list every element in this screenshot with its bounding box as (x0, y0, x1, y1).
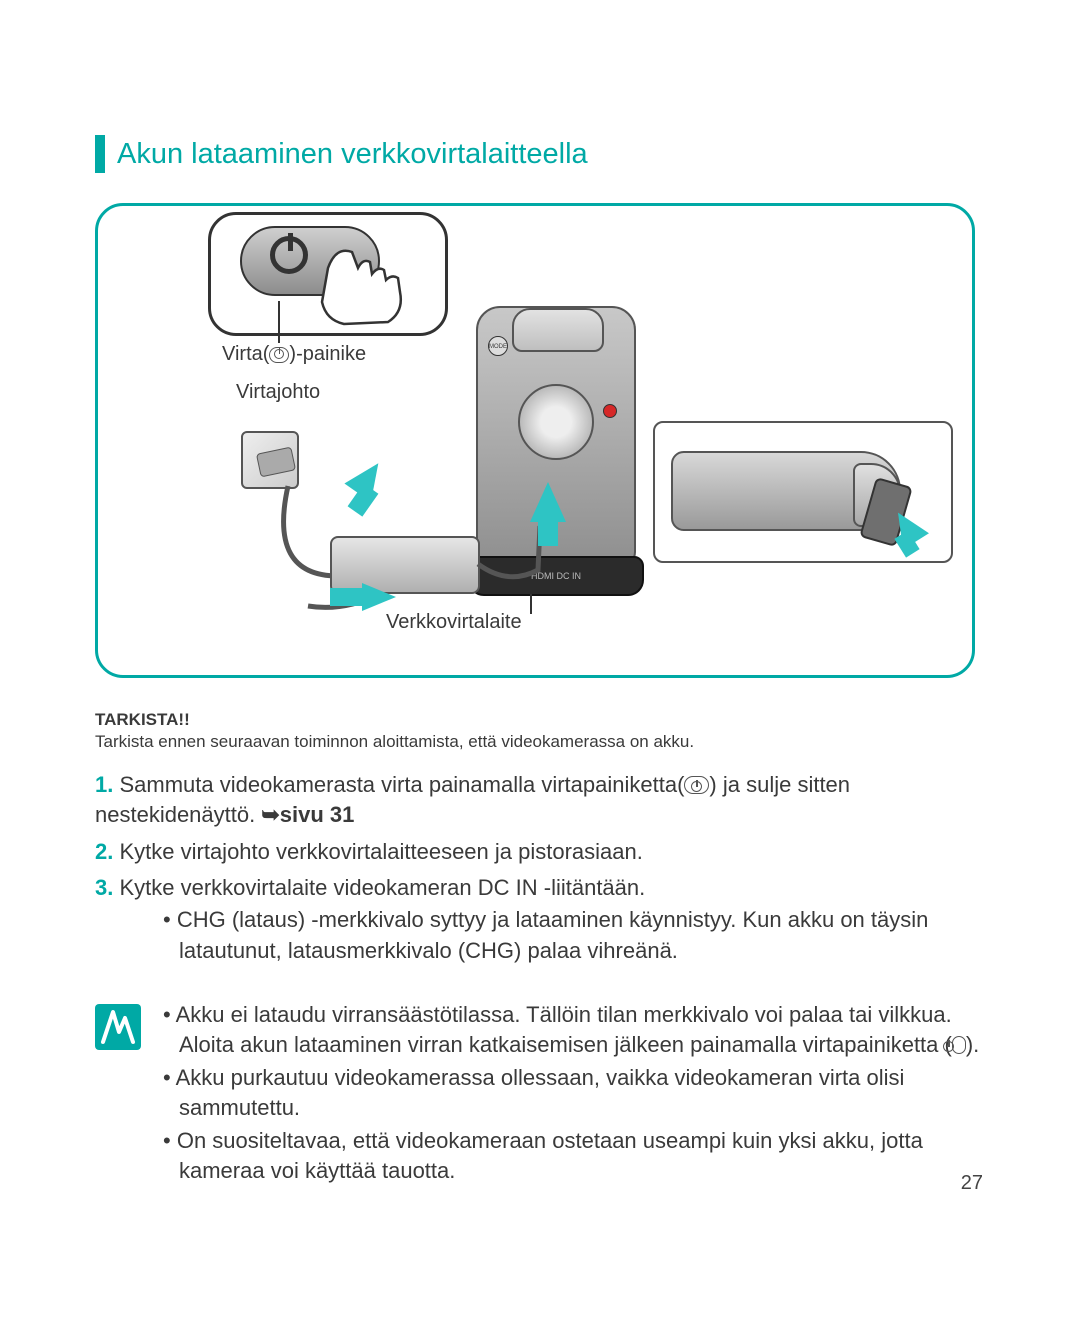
label-power-button: Virta( )-painike (222, 343, 366, 366)
zoom-dial (518, 384, 594, 460)
step-text: Kytke virtajohto verkkovirtalaitteeseen … (119, 839, 642, 864)
power-icon (269, 347, 289, 363)
section-title: Akun lataaminen verkkovirtalaitteella (117, 138, 588, 171)
mode-badge: MODE (488, 336, 508, 356)
note-list: Akku ei lataudu virransäästötilassa. Täl… (159, 1000, 985, 1189)
note-icon (95, 1004, 141, 1050)
step-3: 3. Kytke verkkovirtalaite videokameran D… (95, 873, 985, 966)
note-item: On suositeltavaa, että videokameraan ost… (159, 1126, 985, 1185)
label-text: Virta( (222, 343, 269, 365)
step-1: 1. Sammuta videokamerasta virta painamal… (95, 770, 985, 831)
check-heading: TARKISTA!! (95, 710, 985, 730)
page-content: Akun lataaminen verkkovirtalaitteella MO… (95, 135, 985, 1189)
note-text: Akku ei lataudu virransäästötilassa. Täl… (176, 1002, 952, 1056)
leader-line (278, 301, 280, 343)
arrow-shaft (330, 588, 364, 606)
record-indicator (603, 404, 617, 418)
step-number: 2. (95, 839, 113, 864)
dc-in-inset (653, 421, 953, 563)
page-reference: ➥sivu 31 (261, 800, 354, 830)
label-text: )-painike (289, 343, 366, 365)
hand-illustration (308, 238, 428, 328)
steps-list: 1. Sammuta videokamerasta virta painamal… (95, 770, 985, 966)
step-number: 3. (95, 875, 113, 900)
note-text: ). (966, 1032, 979, 1057)
check-text: Tarkista ennen seuraavan toiminnon aloit… (95, 732, 985, 752)
power-icon-large (270, 236, 308, 274)
title-accent-bar (95, 135, 105, 173)
label-power-cord: Virtajohto (236, 381, 320, 404)
step-text: Kytke verkkovirtalaite videokameran DC I… (119, 875, 645, 900)
power-icon (684, 776, 709, 794)
arrow-icon (362, 583, 396, 611)
ac-adapter (330, 536, 480, 594)
section-header: Akun lataaminen verkkovirtalaitteella (95, 135, 985, 173)
power-icon (952, 1036, 966, 1054)
leader-line (530, 594, 532, 614)
step-number: 1. (95, 772, 113, 797)
step-2: 2. Kytke virtajohto verkkovirtalaitteese… (95, 837, 985, 867)
step-sub-bullet: CHG (lataus) -merkkivalo syttyy ja lataa… (123, 905, 985, 966)
label-ac-adapter: Verkkovirtalaite (386, 611, 522, 634)
arrow-icon (530, 482, 566, 522)
note-item: Akku ei lataudu virransäästötilassa. Täl… (159, 1000, 985, 1059)
diagram-container: MODE HDMI DC IN (95, 203, 975, 678)
note-section: Akku ei lataudu virransäästötilassa. Täl… (95, 1000, 985, 1189)
step-text: Sammuta videokamerasta virta painamalla … (119, 772, 684, 797)
note-item: Akku purkautuu videokamerassa ollessaan,… (159, 1063, 985, 1122)
page-number: 27 (961, 1172, 983, 1195)
